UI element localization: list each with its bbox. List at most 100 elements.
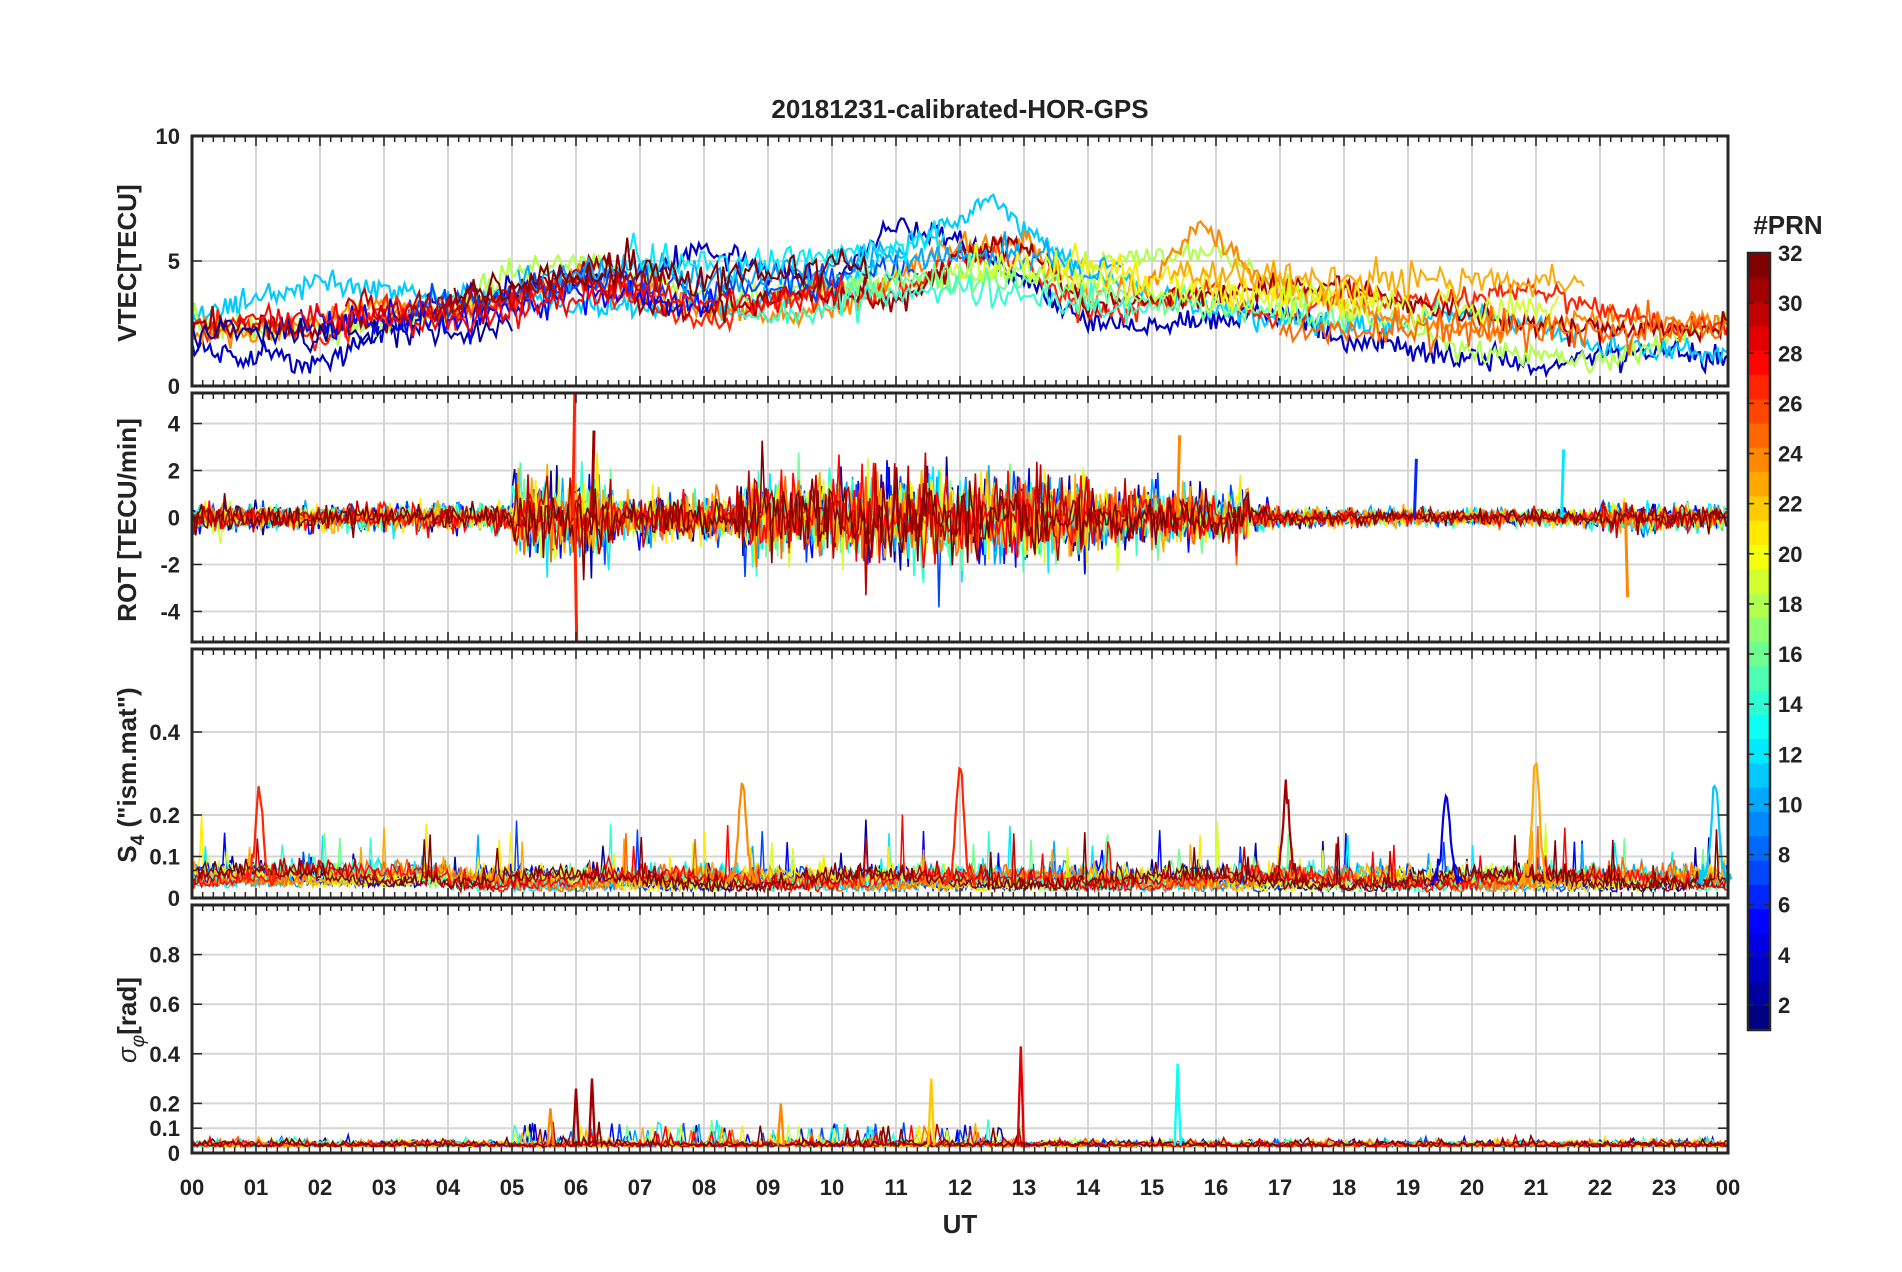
x-tick-label: 07 [628,1175,652,1200]
y-tick-label: 0 [168,886,180,911]
s4-series-prn30 [191,833,1727,895]
colorbar-segment [1748,277,1770,303]
colorbar-segment [1748,738,1770,764]
rot-peak-prn12 [1560,449,1566,518]
colorbar-tick-label: 20 [1778,542,1802,567]
x-tick-label: 22 [1588,1175,1612,1200]
s4-peak-prn27 [242,786,277,887]
rot-peak-prn24 [1624,517,1630,598]
colorbar-segment [1748,447,1770,473]
colorbar-tick-label: 2 [1778,993,1790,1018]
x-tick-label: 20 [1460,1175,1484,1200]
ylabel-sigma-phi: σφ[rad] [112,977,149,1063]
colorbar-tick-label: 30 [1778,291,1802,316]
vtec-trace-prn28 [235,271,843,338]
x-tick-label: 08 [692,1175,716,1200]
colorbar-segment [1748,981,1770,1007]
colorbar-segment [1748,811,1770,837]
colorbar-tick-label: 16 [1778,642,1802,667]
colorbar-segment [1748,253,1770,278]
s4-peak-prn24 [725,782,760,886]
vtec-trace-prn2 [191,300,513,355]
x-tick-label: 14 [1076,1175,1101,1200]
y-tick-label: 0.2 [149,1091,180,1116]
colorbar-segment [1748,398,1770,424]
colorbar-tick-label: 6 [1778,893,1790,918]
colorbar-segment [1748,641,1770,667]
colorbar-segment [1748,325,1770,351]
y-tick-label: 0.4 [149,720,180,745]
ylabel-sigma-sub: φ [128,1035,149,1047]
vtec-trace-prn23 [1170,256,1585,305]
x-tick-label: 23 [1652,1175,1676,1200]
colorbar-segment [1748,568,1770,594]
colorbar-tick-label: 24 [1778,442,1803,467]
rot-peak-prn27 [573,517,579,643]
colorbar-segment [1748,665,1770,691]
colorbar-segment [1748,884,1770,910]
colorbar-tick-label: 28 [1778,341,1802,366]
colorbar-label: #PRN [1753,210,1822,240]
rot-peak-prn31 [590,430,596,518]
vtec-trace-prn12 [626,220,945,285]
colorbar-segment [1748,908,1770,934]
y-tick-label: 10 [156,124,180,149]
s4-series-prn32 [191,829,1727,894]
colorbar-segment [1748,592,1770,618]
y-tick-label: 0.1 [149,1116,180,1141]
x-tick-label: 10 [820,1175,844,1200]
x-tick-label: 02 [308,1175,332,1200]
s4-peak-prn27 [943,766,977,889]
x-tick-label: 01 [244,1175,268,1200]
colorbar-segment [1748,714,1770,740]
colorbar-segment [1748,350,1770,376]
colorbar-tick-label: 26 [1778,391,1802,416]
y-tick-label: 0 [168,1141,180,1166]
vtec-series-prn31 [190,234,1729,347]
ylabel-sigma-main: σ [112,1046,142,1063]
colorbar-tick-label: 12 [1778,742,1802,767]
x-tick-label: 18 [1332,1175,1356,1200]
x-tick-label: 21 [1524,1175,1548,1200]
y-tick-label: 0 [168,506,180,531]
colorbar-tick-label: 22 [1778,492,1802,517]
x-tick-label: 11 [884,1175,907,1200]
s4-series-prn28 [191,814,1727,894]
colorbar-tick-label: 8 [1778,843,1790,868]
grid-layer [191,135,1729,1154]
colorbar-tick-label: 32 [1778,241,1802,266]
x-tick-label: 12 [948,1175,972,1200]
ylabel-rot: ROT [TECU/min] [112,418,142,622]
s4-peak-prn31 [1269,779,1304,885]
y-tick-label: 2 [168,459,180,484]
colorbar-segment [1748,957,1770,983]
sigma-peak-prn29 [1016,1046,1025,1146]
rot-peak-prn24 [1176,435,1182,518]
colorbar-segment [1748,762,1770,788]
x-tick-label: 04 [436,1175,461,1200]
colorbar-segment [1748,932,1770,958]
vtec-trace-prn19 [952,241,1560,330]
x-tick-label: 05 [500,1175,524,1200]
colorbar-segment [1748,495,1770,521]
ylabel-sigma-rest: [rad] [112,977,142,1035]
x-axis-label: UT [943,1209,978,1239]
x-tick-label: 00 [180,1175,204,1200]
y-tick-label: -4 [160,599,180,624]
colorbar-segment [1748,835,1770,861]
vtec-trace-prn32 [453,237,869,308]
y-tick-label: 4 [168,412,181,437]
s4-peak-prn23 [1518,761,1553,887]
x-tick-label: 09 [756,1175,780,1200]
ylabel-s4-rest: ("ism.mat") [112,687,142,834]
y-tick-label: 0.2 [149,803,180,828]
x-tick-label: 16 [1204,1175,1228,1200]
sigma-peak-prn31 [587,1078,597,1146]
ylabel-layer: VTEC[TECU] ROT [TECU/min] S4 ("ism.mat")… [112,184,149,1063]
colorbar-segment [1748,422,1770,448]
sigma-peak-prn24 [776,1103,785,1146]
x-tick-label: 00 [1716,1175,1740,1200]
colorbar-segment [1748,471,1770,497]
